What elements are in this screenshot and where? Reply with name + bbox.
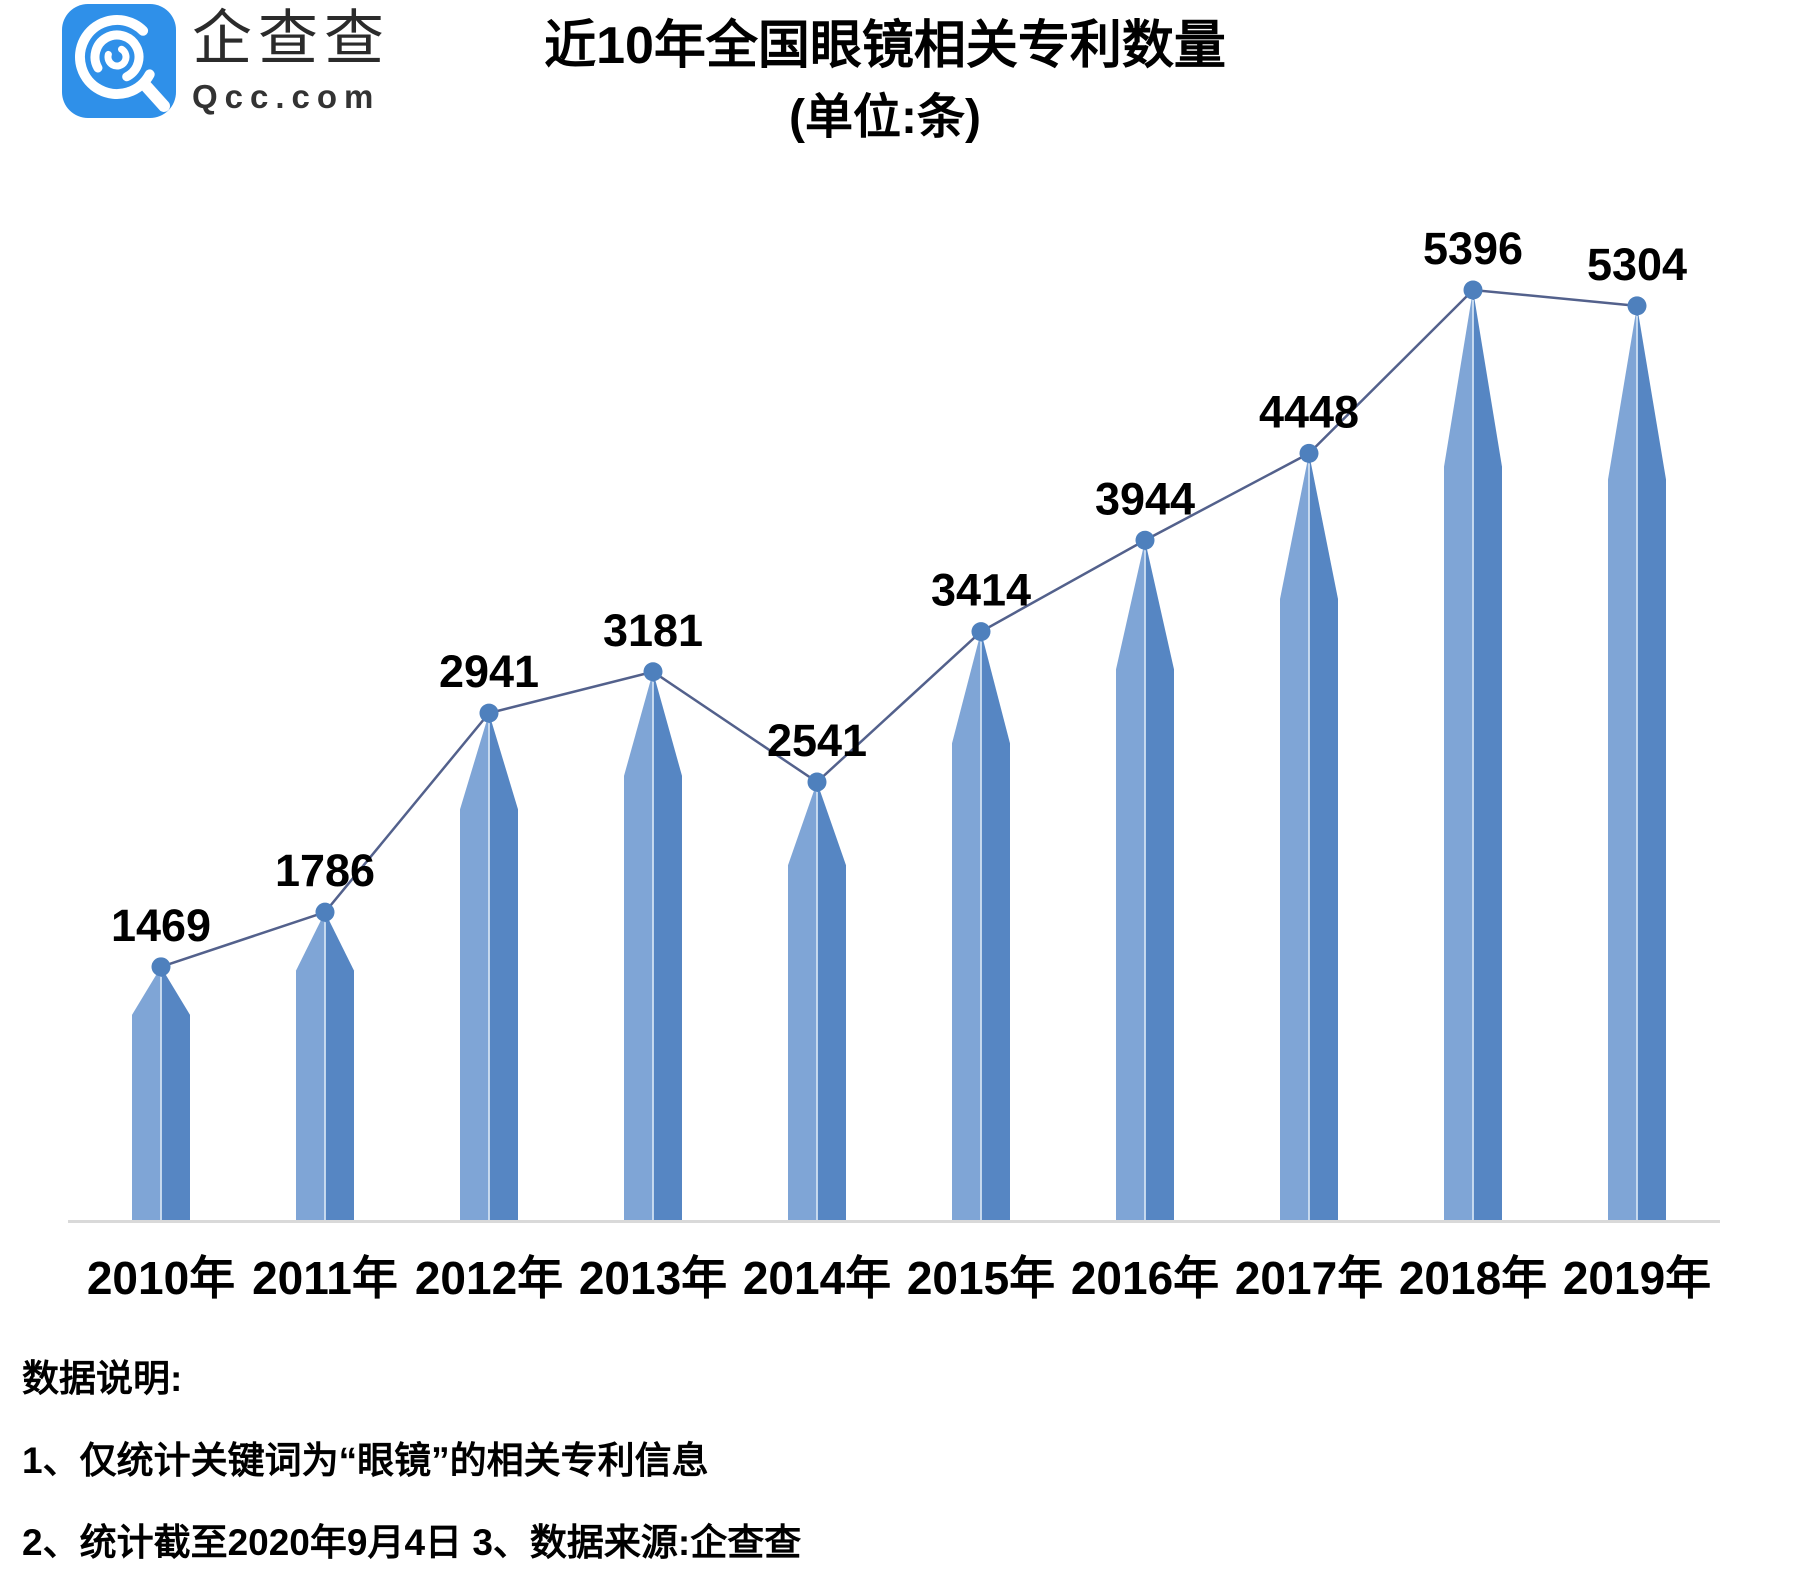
bar-left-half [1444, 290, 1473, 1220]
bar-left-half [132, 966, 161, 1220]
qcc-logo-icon [62, 4, 176, 118]
value-label: 3181 [603, 605, 703, 656]
bar-right-half [325, 912, 354, 1220]
bar-left-half [624, 671, 653, 1220]
data-point-marker [643, 662, 663, 682]
bar-right-half [161, 966, 190, 1220]
bar-left-half [788, 782, 817, 1220]
value-label: 5396 [1423, 223, 1523, 274]
bars-group [132, 290, 1666, 1220]
notes-heading: 数据说明: [22, 1358, 183, 1399]
x-axis-label: 2013年 [579, 1252, 727, 1304]
data-point-marker [1627, 296, 1647, 316]
bar-left-half [1608, 305, 1637, 1220]
bar-right-half [1145, 540, 1174, 1220]
value-labels: 1469 1786 2941 3181 2541 3414 3944 4448 5396 5304 [111, 223, 1687, 951]
x-axis-label: 2010年 [87, 1252, 235, 1304]
note-2: 2、统计截至2020年9月4日 3、数据来源:企查查 [22, 1522, 802, 1563]
bar-right-half [653, 671, 682, 1220]
line-series [160, 288, 1638, 969]
data-point-marker [479, 703, 499, 723]
bar-right-half [1309, 453, 1338, 1220]
data-point-marker [807, 772, 827, 792]
qcc-logo-cn: 企查查 [192, 5, 390, 72]
bar-left-half [1280, 453, 1309, 1220]
chart-title-block: 近10年全国眼镜相关专利数量 (单位:条) [440, 14, 1330, 149]
data-point-marker [1135, 530, 1155, 550]
value-label: 5304 [1587, 239, 1687, 290]
qcc-logo-en: Qcc.com [192, 78, 381, 115]
magnifier-spiral-icon [75, 14, 170, 112]
data-notes: 数据说明: 1、仅统计关键词为“眼镜”的相关专利信息 2、统计截至2020年9月… [22, 1348, 1782, 1594]
chart-subtitle: (单位:条) [789, 91, 981, 144]
x-axis-label: 2019年 [1563, 1252, 1711, 1304]
x-axis-label: 2016年 [1071, 1252, 1219, 1304]
x-axis-label: 2012年 [415, 1252, 563, 1304]
bar-left-half [460, 713, 489, 1220]
chart-title: 近10年全国眼镜相关专利数量 [544, 17, 1226, 75]
data-point-marker [151, 957, 171, 977]
data-point-marker [1299, 443, 1319, 463]
bar-right-half [1473, 290, 1502, 1220]
x-axis-label: 2014年 [743, 1252, 891, 1304]
value-label: 4448 [1259, 386, 1359, 437]
bar-left-half [1116, 540, 1145, 1220]
x-axis-label: 2011年 [252, 1252, 398, 1304]
data-point-marker [1463, 280, 1483, 300]
bar-right-half [489, 713, 518, 1220]
bar-left-half [296, 912, 325, 1220]
markers-group [151, 280, 1647, 977]
value-label: 2541 [767, 715, 867, 766]
qcc-logo: 企查查 Qcc.com [62, 4, 390, 118]
note-1: 1、仅统计关键词为“眼镜”的相关专利信息 [22, 1440, 709, 1481]
x-axis-label: 2018年 [1399, 1252, 1547, 1304]
x-axis-label: 2015年 [907, 1252, 1055, 1304]
bar-right-half [981, 631, 1010, 1220]
data-point-marker [315, 902, 335, 922]
bar-left-half [952, 631, 981, 1220]
value-label: 3414 [931, 565, 1031, 616]
x-axis-label: 2017年 [1235, 1252, 1383, 1304]
bar-right-half [1637, 305, 1666, 1220]
data-point-marker [971, 622, 991, 642]
bar-right-half [817, 782, 846, 1220]
value-label: 1786 [275, 845, 375, 896]
x-axis-labels: 2010年 2011年 2012年 2013年 2014年 2015年 2016年 2017年… [87, 1252, 1711, 1304]
qcc-logo-text: 企查查 Qcc.com [192, 4, 390, 116]
value-label: 2941 [439, 646, 539, 697]
value-label: 3944 [1095, 473, 1195, 524]
value-label: 1469 [111, 900, 211, 951]
